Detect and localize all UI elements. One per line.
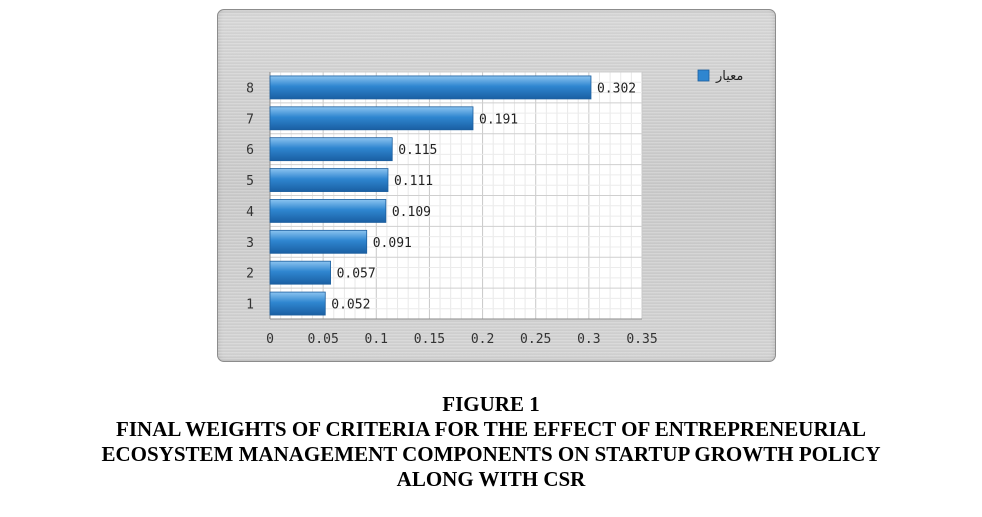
bar xyxy=(269,75,592,100)
figure-title-line-1: FINAL WEIGHTS OF CRITERIA FOR THE EFFECT… xyxy=(116,417,866,441)
bar xyxy=(269,199,387,223)
bar xyxy=(269,137,393,162)
x-tick-label: 0.35 xyxy=(626,332,657,347)
x-tick-label: 0 xyxy=(266,332,274,347)
data-label: 0.115 xyxy=(398,143,437,158)
y-tick-label: 7 xyxy=(246,112,254,127)
y-tick-label: 4 xyxy=(246,205,254,220)
x-tick-label: 0.15 xyxy=(414,332,445,347)
legend-swatch xyxy=(697,69,710,82)
y-tick-label: 5 xyxy=(246,174,254,189)
data-label: 0.052 xyxy=(331,298,370,313)
bar xyxy=(269,229,368,254)
y-tick-label: 3 xyxy=(246,236,254,251)
y-tick-label: 6 xyxy=(246,143,254,158)
y-tick-label: 1 xyxy=(246,298,254,313)
x-tick-label: 0.25 xyxy=(520,332,551,347)
figure-title-line-2: ECOSYSTEM MANAGEMENT COMPONENTS ON START… xyxy=(101,442,881,466)
data-label: 0.109 xyxy=(392,205,431,220)
figure-label: FIGURE 1 xyxy=(442,392,540,416)
figure-caption: FIGURE 1 FINAL WEIGHTS OF CRITERIA FOR T… xyxy=(0,392,982,492)
bar xyxy=(269,106,474,131)
x-tick-label: 0.05 xyxy=(307,332,338,347)
data-label: 0.191 xyxy=(479,112,518,127)
bar xyxy=(269,291,326,316)
bar xyxy=(269,168,389,192)
y-tick-label: 8 xyxy=(246,81,254,96)
x-tick-label: 0.2 xyxy=(471,332,494,347)
bar xyxy=(269,260,331,285)
x-tick-label: 0.3 xyxy=(577,332,600,347)
x-tick-label: 0.1 xyxy=(365,332,388,347)
y-tick-label: 2 xyxy=(246,267,254,282)
data-label: 0.057 xyxy=(337,267,376,282)
legend-label: معيار xyxy=(715,69,743,84)
data-label: 0.111 xyxy=(394,174,433,189)
data-label: 0.302 xyxy=(597,81,636,96)
data-label: 0.091 xyxy=(373,236,412,251)
figure-title-line-3: ALONG WITH CSR xyxy=(396,467,586,491)
